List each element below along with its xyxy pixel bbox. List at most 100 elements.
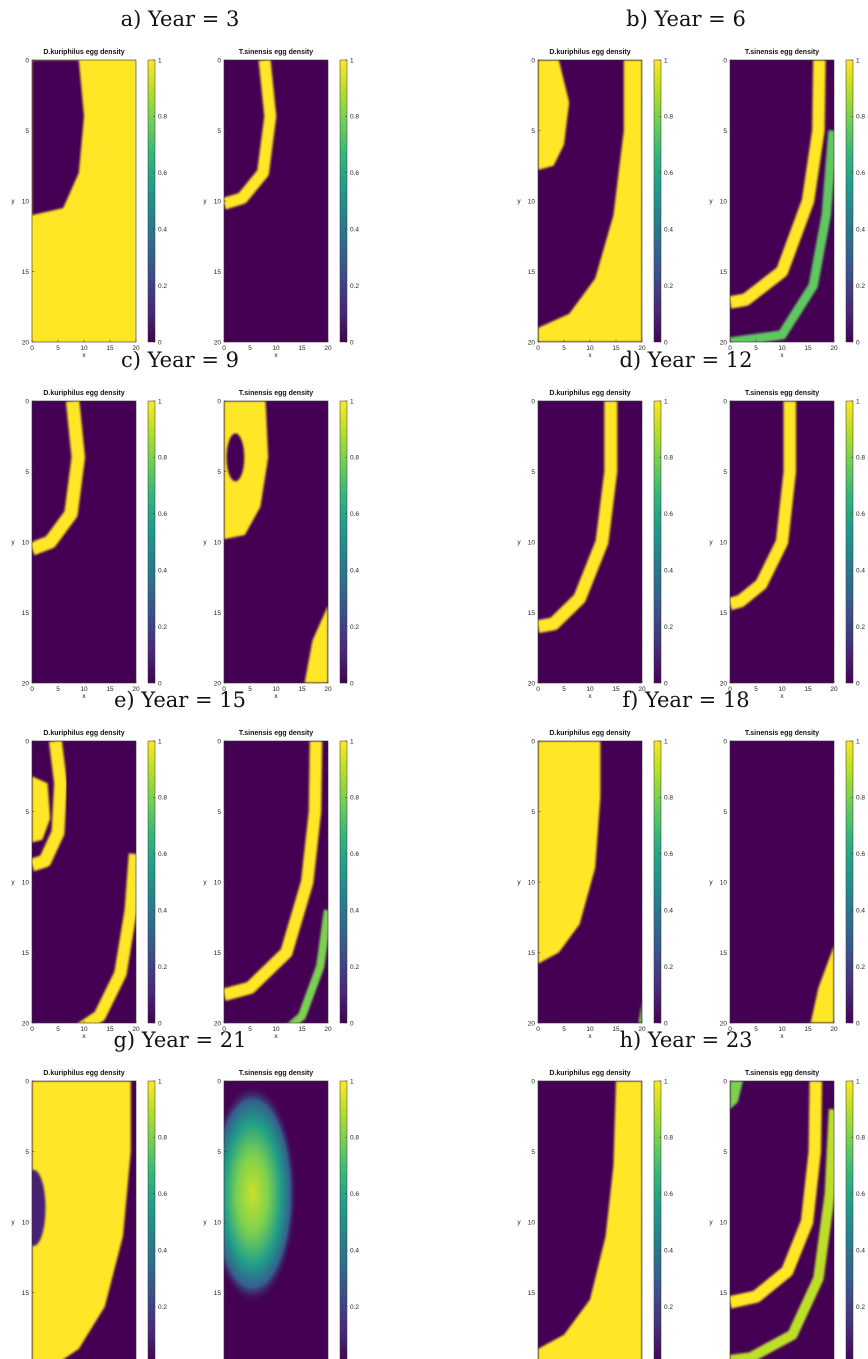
heatmap-area: [32, 401, 136, 683]
density-band: [730, 130, 834, 342]
x-tick-label: 20: [830, 686, 838, 693]
colorbar-tick-label: 0.2: [350, 283, 359, 290]
y-tick-label: 15: [528, 1290, 536, 1297]
x-tick-label: 20: [638, 345, 646, 352]
x-axis-label: x: [82, 693, 86, 700]
colorbar-tick-label: 0: [158, 1020, 162, 1027]
colorbar-tick-label: 0: [350, 339, 354, 346]
y-tick-label: 10: [214, 1219, 222, 1226]
colorbar: 0 0.2 0.4 0.6 0.8 1: [339, 398, 359, 687]
y-tick-label: 10: [720, 198, 728, 205]
density-region: [538, 60, 642, 342]
y-tick-label: 5: [25, 809, 29, 816]
density-spot: [226, 433, 245, 482]
heatmap-plot: T.sinensis egg density0510152005101520xy…: [203, 1070, 359, 1359]
x-axis-label: x: [588, 693, 592, 700]
y-tick-label: 0: [217, 398, 221, 405]
colorbar-tick-label: 0.6: [350, 170, 359, 177]
x-tick-label: 0: [30, 345, 34, 352]
x-tick-label: 5: [754, 1026, 758, 1033]
colorbar-scale: [147, 1080, 156, 1359]
density-band: [32, 741, 68, 872]
x-tick-label: 20: [830, 345, 838, 352]
colorbar-tick-label: 0.2: [158, 283, 167, 290]
colorbar-tick-label: 0.2: [664, 624, 673, 631]
heatmap-area: [224, 401, 328, 683]
colorbar-tick-label: 0: [664, 680, 668, 687]
density-region: [32, 60, 84, 216]
colorbar-scale: [653, 740, 662, 1024]
colorbar-tick-label: 0.4: [158, 568, 167, 575]
colorbar-tick-label: 0: [856, 680, 860, 687]
y-axis-label: y: [709, 539, 713, 546]
x-tick-label: 15: [298, 1026, 306, 1033]
heatmap-background: [730, 741, 834, 1023]
y-tick-label: 5: [217, 809, 221, 816]
y-tick-label: 20: [22, 1020, 30, 1027]
colorbar-tick-label: 0.8: [158, 795, 167, 802]
colorbar-tick-label: 0.8: [856, 455, 865, 462]
y-tick-label: 0: [723, 398, 727, 405]
y-tick-label: 20: [720, 339, 728, 346]
colorbar-tick-label: 0.4: [350, 908, 359, 915]
colorbar-tick-label: 0.4: [856, 227, 865, 234]
y-axis-label: y: [203, 198, 207, 205]
colorbar-tick-label: 0.2: [856, 964, 865, 971]
x-tick-label: 15: [612, 345, 620, 352]
colorbar-tick-label: 0.2: [856, 283, 865, 290]
density-region: [538, 60, 570, 170]
colorbar-tick-label: 0.6: [158, 170, 167, 177]
y-tick-label: 20: [22, 680, 30, 687]
y-tick-label: 0: [25, 398, 29, 405]
x-axis-label: x: [780, 1033, 784, 1040]
colorbar-tick-label: 1: [350, 738, 354, 745]
heatmap-area: [224, 741, 328, 1023]
colorbar: 0 0.2 0.4 0.6 0.8 1: [653, 738, 673, 1027]
x-tick-label: 5: [248, 686, 252, 693]
heatmap-area: [538, 1081, 642, 1359]
panel-8: h) Year = 23D.kuriphilus egg density0510…: [517, 1028, 865, 1359]
colorbar-tick-label: 0.2: [664, 283, 673, 290]
y-tick-label: 5: [531, 128, 535, 135]
x-tick-label: 15: [106, 345, 114, 352]
heatmap-area: [730, 1081, 834, 1359]
y-tick-label: 15: [528, 950, 536, 957]
colorbar-scale: [339, 400, 348, 684]
y-tick-label: 20: [214, 680, 222, 687]
plot-title: T.sinensis egg density: [745, 49, 819, 56]
colorbar-tick-label: 0.8: [856, 114, 865, 121]
y-tick-label: 10: [214, 539, 222, 546]
colorbar-tick-label: 0: [158, 339, 162, 346]
colorbar: 0 0.2 0.4 0.6 0.8 1: [147, 57, 167, 346]
x-tick-label: 5: [754, 345, 758, 352]
x-axis-label: x: [780, 352, 784, 359]
colorbar-tick-label: 1: [350, 57, 354, 64]
density-band: [32, 401, 86, 556]
x-tick-label: 15: [804, 686, 812, 693]
y-tick-label: 10: [22, 1219, 30, 1226]
colorbar-scale: [339, 740, 348, 1024]
colorbar-tick-label: 0.8: [350, 1135, 359, 1142]
panel-7: g) Year = 21D.kuriphilus egg density0510…: [11, 1028, 359, 1359]
x-tick-label: 10: [586, 1026, 594, 1033]
heatmap-area: [32, 741, 136, 1023]
colorbar-tick-label: 0.4: [350, 568, 359, 575]
y-tick-label: 20: [720, 680, 728, 687]
colorbar: 0 0.2 0.4 0.6 0.8 1: [845, 738, 865, 1027]
colorbar-tick-label: 0.4: [664, 908, 673, 915]
x-tick-label: 20: [132, 686, 140, 693]
colorbar-tick-label: 0.6: [664, 851, 673, 858]
density-spot: [32, 1169, 46, 1246]
colorbar-tick-label: 1: [158, 738, 162, 745]
y-tick-label: 0: [25, 738, 29, 745]
x-axis-label: x: [588, 352, 592, 359]
colorbar-tick-label: 0: [350, 680, 354, 687]
y-tick-label: 15: [720, 950, 728, 957]
colorbar: 0 0.2 0.4 0.6 0.8 1: [845, 398, 865, 687]
colorbar-tick-label: 0: [664, 339, 668, 346]
colorbar-scale: [339, 1080, 348, 1359]
x-tick-label: 0: [728, 1026, 732, 1033]
